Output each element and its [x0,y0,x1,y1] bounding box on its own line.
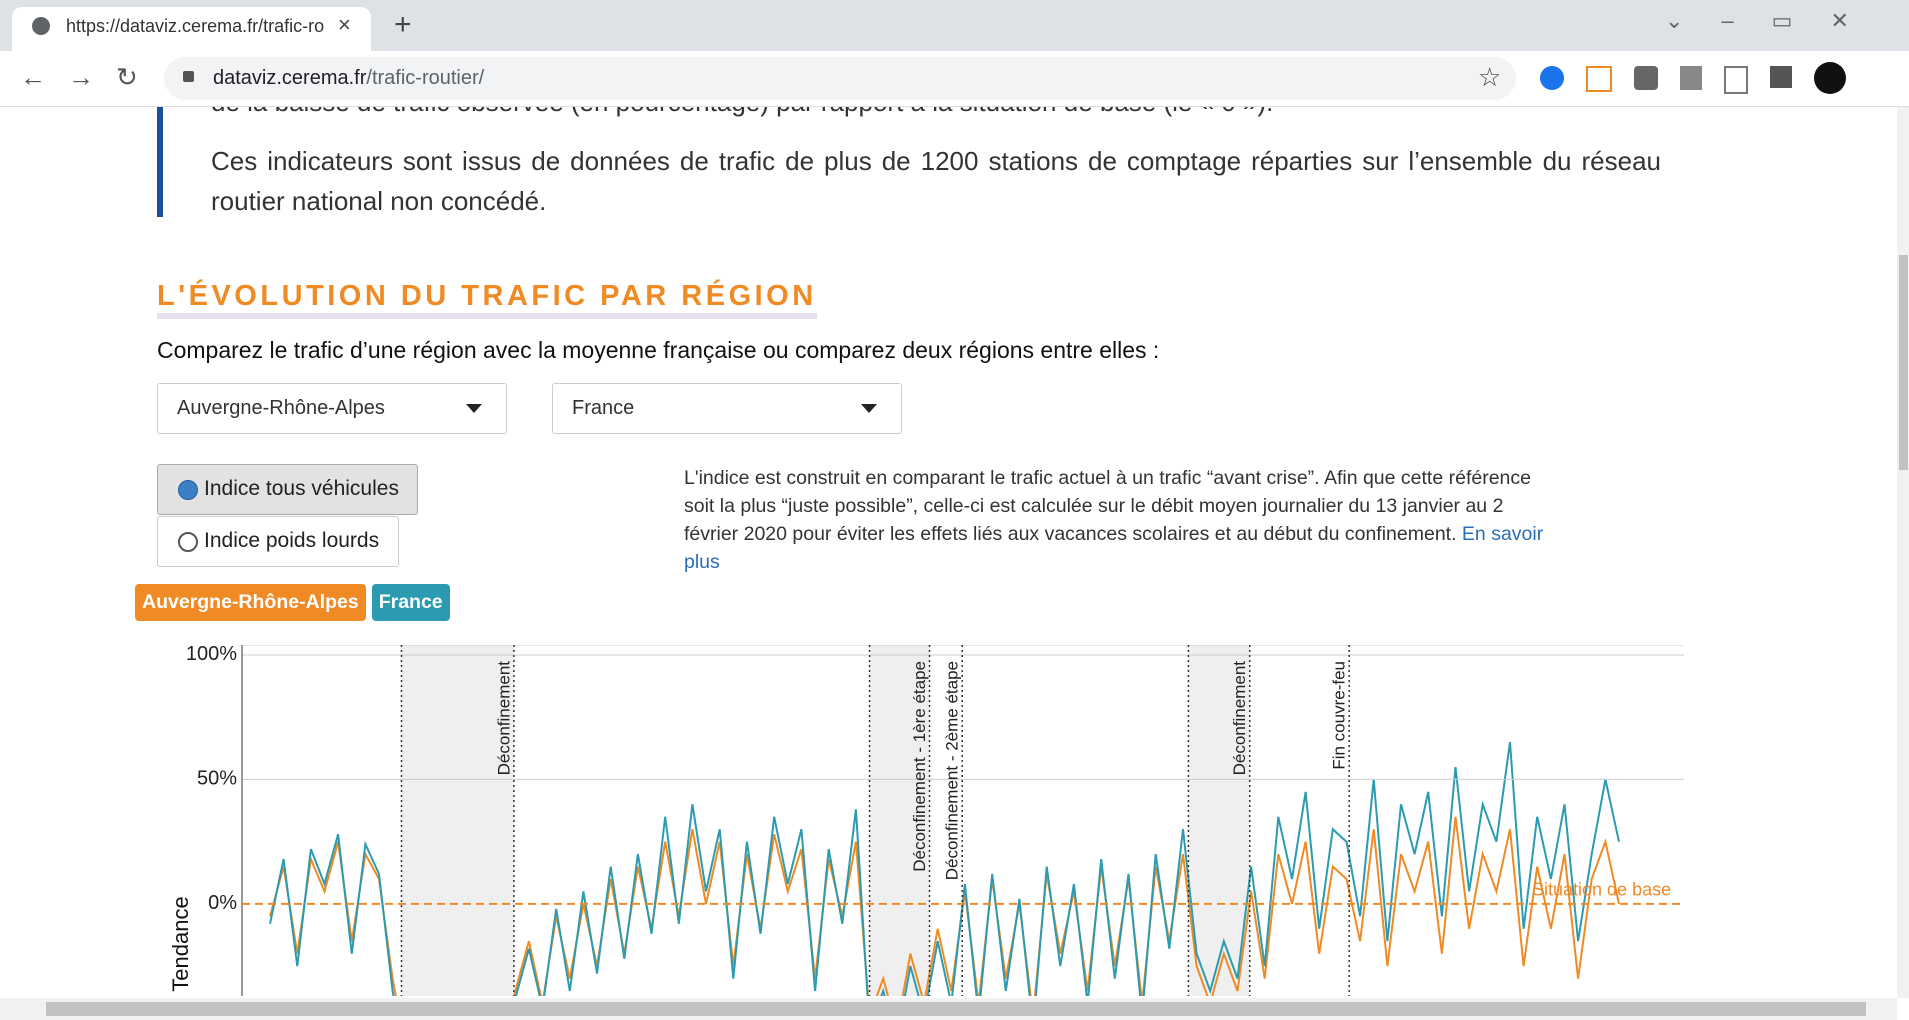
radio-label: Indice poids lourds [204,529,380,552]
tab-icon [32,17,50,35]
window-controls[interactable]: ⌄–▭✕ [1665,8,1887,33]
ext-icon[interactable] [1724,66,1748,94]
extensions[interactable] [1540,62,1880,94]
select-arrow [466,404,482,421]
omnibox[interactable] [164,57,1516,100]
select-value: Auvergne-Rhône-Alpes [177,397,385,419]
scroll-thumb[interactable] [46,1002,1866,1016]
ext-icon[interactable] [1680,66,1702,90]
new-tab[interactable]: + [394,8,412,41]
legend: Auvergne-Rhône-Alpes France [135,584,450,621]
url-domain: dataviz.cerema.fr [213,67,367,89]
url-path: /trafic-routier/ [366,67,485,89]
select[interactable]: France [552,383,902,434]
tab-close[interactable]: × [338,12,351,37]
radio-button[interactable]: Indice poids lourds [157,516,399,567]
prompt: Comparez le trafic d’une région avec la … [157,337,1160,363]
explanation: L'indice est construit en comparant le t… [684,464,1554,576]
ext-icon[interactable] [1634,66,1658,90]
radio-label: Indice tous véhicules [204,477,399,500]
radio-button[interactable]: Indice tous véhicules [157,464,418,515]
url: dataviz.cerema.fr/trafic-routier/ [213,67,484,90]
legend-entry[interactable]: France [371,584,450,621]
select-arrow [861,404,877,421]
profile[interactable] [1814,62,1846,94]
explanation-text: L'indice est construit en comparant le t… [684,467,1531,545]
content: de la baisse de trafic observée (en pour… [0,107,1897,998]
tab[interactable] [12,7,371,51]
ext-icon[interactable] [1770,66,1792,88]
intro: Ces indicateurs sont issus de données de… [211,146,1661,216]
select-value: France [572,397,635,419]
legend-entry[interactable]: Auvergne-Rhône-Alpes [135,584,366,621]
bookmark-star[interactable]: ☆ [1478,62,1502,92]
quote-bar [157,107,163,217]
horizontal-scrollbar[interactable] [0,998,1897,1020]
ext-icon[interactable] [1586,66,1612,92]
link[interactable]: En savoir plus [684,523,1544,573]
ext-icon[interactable] [1540,66,1564,90]
tab-title: https://dataviz.cerema.fr/trafic-ro [66,16,325,36]
radio-dot [178,532,198,552]
scroll-thumb[interactable] [1899,255,1908,470]
select[interactable]: Auvergne-Rhône-Alpes [157,383,507,434]
section-title: L'ÉVOLUTION DU TRAFIC PAR RÉGION [157,280,817,319]
vertical-scrollbar[interactable] [1897,107,1909,998]
radio-dot [178,480,198,500]
nav-buttons[interactable]: ←→↻ [20,62,160,92]
lock-icon [183,71,194,82]
intro-cut: de la baisse de trafic observée (en pour… [211,107,1273,118]
